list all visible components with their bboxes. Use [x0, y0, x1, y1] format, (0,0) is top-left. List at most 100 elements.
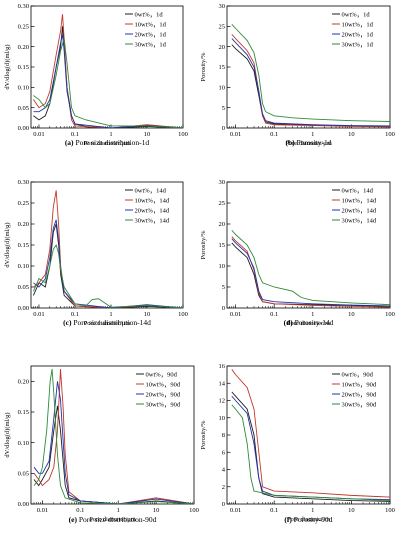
y-tick-label: 0.20: [18, 44, 29, 51]
series-line-10wt: [231, 369, 390, 498]
legend-label-10wt: 10wt%，14d: [342, 197, 377, 204]
series-line-30wt: [33, 368, 194, 504]
series-line-20wt: [231, 238, 390, 307]
panel-caption-text: Pore size distribution-90d: [77, 515, 157, 524]
x-tick-label: 0.1: [76, 507, 84, 514]
y-tick-label: 10: [219, 85, 226, 92]
y-tick-label: 8: [222, 432, 225, 439]
y-tick-label: 0.15: [18, 409, 29, 416]
y-tick-label: 20: [219, 221, 226, 228]
y-tick-label: 30: [219, 179, 226, 186]
y-tick-label: 10: [219, 415, 226, 422]
x-tick-label: 0.1: [71, 311, 79, 318]
panel-caption: (b) Porosity-1d: [285, 138, 331, 147]
y-tick-label: 4: [222, 467, 226, 474]
chart-panel-2: 0.01 0.1 1 10 100 0 5 10 15 20 25 30 Pore diameter/μ…: [200, 3, 395, 147]
y-tick-label: 0.00: [18, 305, 29, 312]
y-tick-label: 12: [219, 398, 226, 405]
legend-label-10wt: 10wt%，90d: [146, 381, 181, 388]
x-axis-label: Pore diameter/m: [287, 320, 330, 327]
x-tick-label: 100: [189, 507, 199, 514]
y-tick-label: 0: [222, 501, 225, 508]
y-tick-label: 0.15: [18, 64, 29, 71]
legend-label-0wt: 0wt%，1d: [342, 11, 371, 18]
panel-caption: (c) Pore size distribution-14d: [63, 318, 151, 327]
y-tick-label: 6: [222, 449, 226, 456]
y-tick-label: 0: [222, 125, 225, 132]
panel-caption-letter: (a): [65, 138, 74, 147]
y-tick-label: 0.25: [18, 200, 29, 207]
y-tick-label: 10: [219, 263, 226, 270]
x-tick-label: 10: [348, 507, 355, 514]
chart-panel-3: 0.01 0.1 1 10 100 0.00 0.05 0.10 0.15 0.20 0.25 0.3…: [4, 179, 188, 327]
series-line-0wt: [231, 44, 390, 127]
x-tick-label: 1: [117, 507, 120, 514]
legend-label-20wt: 20wt%，90d: [146, 391, 181, 398]
x-tick-label: 100: [385, 311, 395, 318]
y-tick-label: 0.15: [18, 242, 29, 249]
y-axis-label: dV/dlog(d)(ml/g): [4, 222, 11, 267]
x-tick-label: 10: [144, 311, 151, 318]
x-axis-label: Pore diameter/m: [287, 516, 330, 523]
y-tick-label: 0.20: [18, 379, 29, 386]
legend-label-10wt: 10wt%，1d: [342, 21, 374, 28]
y-axis-label: Porosity/%: [200, 420, 207, 449]
series-line-10wt: [33, 369, 194, 504]
y-axis-label: Porosity/%: [200, 230, 207, 259]
series-line-30wt: [231, 23, 390, 122]
legend-label-20wt: 20wt%，90d: [342, 391, 377, 398]
x-axis-label: Pore diameter/μm: [285, 140, 332, 147]
y-axis-label: dV/dlog(d)(ml/g): [4, 412, 11, 457]
chart-panel-6: 0.01 0.1 1 10 100 0 2 4 6 8 10 12 14 16 Pore diameter/…: [200, 363, 395, 524]
x-axis-label: Pore diameter/μm: [84, 140, 131, 147]
x-tick-label: 0.1: [270, 507, 278, 514]
legend-label-10wt: 10wt%，90d: [342, 381, 377, 388]
x-tick-label: 0.01: [230, 507, 241, 514]
x-tick-label: 10: [144, 131, 151, 138]
x-tick-label: 0.1: [71, 131, 79, 138]
x-tick-label: 10: [153, 507, 160, 514]
x-tick-label: 0.1: [270, 131, 278, 138]
y-tick-label: 0.05: [18, 284, 29, 291]
x-tick-label: 1: [311, 507, 314, 514]
x-tick-label: 10: [348, 311, 355, 318]
legend-label-30wt: 30wt%，90d: [342, 401, 377, 408]
legend-label-30wt: 30wt%，14d: [135, 217, 170, 224]
y-tick-label: 0.10: [18, 440, 29, 447]
y-tick-label: 20: [219, 44, 226, 51]
y-tick-label: 0.30: [18, 179, 29, 186]
x-tick-label: 100: [385, 131, 395, 138]
legend-label-30wt: 30wt%，14d: [342, 217, 377, 224]
legend-label-20wt: 20wt%，14d: [135, 207, 170, 214]
panel-caption-letter: (b): [285, 138, 295, 147]
panel-caption-letter: (d): [284, 318, 294, 327]
y-tick-label: 16: [219, 363, 226, 370]
series-line-10wt: [231, 34, 390, 128]
y-tick-label: 5: [222, 105, 225, 112]
series-line-20wt: [231, 38, 390, 127]
panel-caption: (a) Pore size distribution-1d: [65, 138, 150, 147]
x-tick-label: 1: [109, 311, 112, 318]
x-tick-label: 0.01: [33, 131, 44, 138]
y-tick-label: 14: [219, 380, 226, 387]
y-tick-label: 0.05: [18, 471, 29, 478]
y-tick-label: 0.00: [18, 125, 29, 132]
series-line-10wt: [33, 190, 183, 308]
series-line-0wt: [32, 223, 183, 308]
y-tick-label: 15: [219, 64, 226, 71]
x-tick-label: 0.01: [230, 131, 241, 138]
series-line-10wt: [231, 236, 390, 308]
y-tick-label: 0.20: [18, 221, 29, 228]
y-tick-label: 0.00: [18, 501, 29, 508]
x-tick-label: 0.1: [270, 311, 278, 318]
panel-caption-text: Porosity-1d: [295, 138, 332, 147]
x-tick-label: 100: [385, 507, 395, 514]
y-tick-label: 25: [219, 24, 226, 31]
panel-caption-text: Pore size distribution-1d: [74, 138, 150, 147]
y-tick-label: 25: [219, 200, 226, 207]
series-line-30wt: [231, 404, 390, 501]
panel-caption-text: Porosity-90d: [292, 515, 333, 524]
panel-caption: (d) Porosity-14d: [284, 318, 334, 327]
y-tick-label: 5: [222, 284, 225, 291]
